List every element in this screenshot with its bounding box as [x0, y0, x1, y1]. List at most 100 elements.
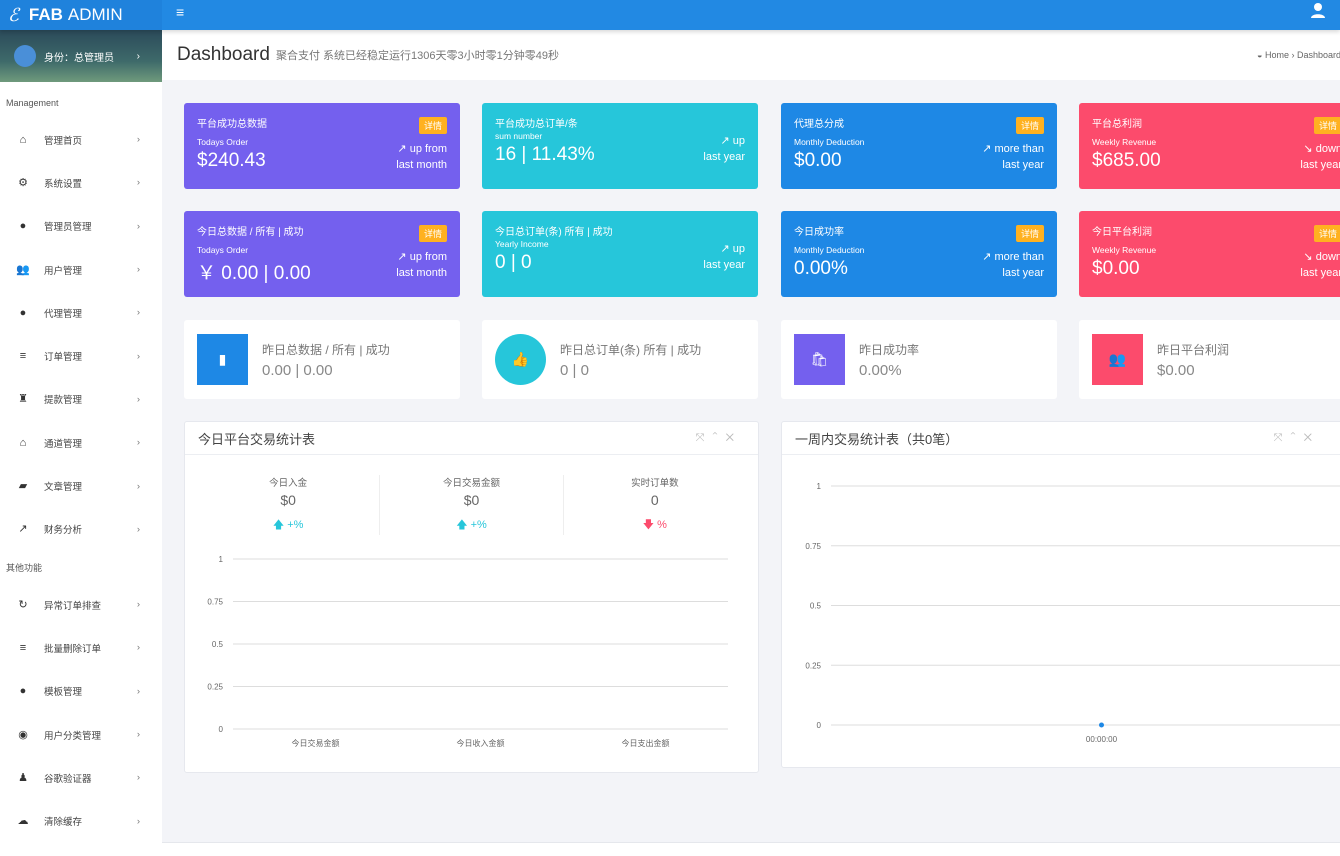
sidebar-item[interactable]: ☁ 清除缓存 ›	[0, 799, 162, 842]
details-badge[interactable]: 详情	[1015, 117, 1044, 134]
trend-period: last year	[703, 259, 745, 271]
sidebar-item-label: 异常订单排查	[44, 600, 102, 612]
yesterday-card: 👍 昨日总订单(条) 所有 | 成功 0 | 0	[482, 320, 758, 399]
user-icon: ♟	[18, 771, 28, 784]
sidebar-item[interactable]: ● 管理员管理 ›	[0, 205, 162, 248]
details-badge[interactable]: 详情	[418, 225, 447, 242]
sidebar-item-label: 用户分类管理	[44, 730, 102, 742]
sidebar-item[interactable]: ⌂ 管理首页 ›	[0, 118, 162, 161]
y-tick-label: 1	[817, 482, 822, 491]
user-circle-icon: ●	[19, 220, 27, 233]
stat-label: 今日交易金额	[442, 478, 500, 489]
trend-text: more than	[994, 251, 1044, 263]
sidebar-item-label: 通道管理	[44, 438, 83, 450]
sidebar-item[interactable]: ▰ 文章管理 ›	[0, 464, 162, 507]
stat-label: 实时订单数	[631, 478, 679, 489]
card-value: $0.00	[1092, 258, 1140, 279]
details-badge[interactable]: 详情	[1313, 225, 1340, 242]
sidebar-item[interactable]: ≡ 批量删除订单 ›	[0, 626, 162, 669]
bank-icon: ⌂	[19, 436, 27, 449]
profile-panel[interactable]: 身份：总管理员 ›	[0, 30, 162, 82]
sidebar-item[interactable]: ⌂ 通道管理 ›	[0, 421, 162, 464]
stat-card: 平台成功总数据 Todays Order $240.43 详情 ↗ up from las…	[184, 103, 460, 189]
trend-period: last year	[1300, 267, 1340, 279]
close-icon[interactable]: ✕	[1303, 431, 1320, 444]
card-value: $0.00	[794, 150, 842, 171]
details-badge[interactable]: 详情	[1015, 225, 1044, 242]
card-title: 平台成功总订单/条	[495, 119, 578, 130]
breadcrumb-home[interactable]: Home	[1264, 50, 1289, 60]
card-title: 今日总数据 / 所有 | 成功	[197, 227, 304, 238]
sidebar-item[interactable]: ♟ 谷歌验证器 ›	[0, 756, 162, 799]
stat-card: 平台总利润 Weekly Revenue $685.00 详情 ↘ down last y…	[1079, 103, 1340, 189]
card-title: 今日成功率	[794, 227, 844, 238]
section-other: 其他功能	[6, 562, 43, 573]
mini-label: 昨日总数据 / 所有 | 成功	[262, 342, 390, 357]
details-badge[interactable]: 详情	[1313, 117, 1340, 134]
card-title: 平台成功总数据	[197, 119, 267, 130]
sidebar-item[interactable]: ≡ 订单管理 ›	[0, 334, 162, 377]
user-circle-icon: ●	[19, 306, 27, 319]
sidebar-item[interactable]: 👥 用户管理 ›	[0, 248, 162, 291]
stat-card: 今日总订单(条) 所有 | 成功 Yearly Income 0 | 0 ↗ up la…	[482, 211, 758, 297]
sidebar-item-label: 财务分析	[44, 525, 83, 537]
sidebar-item[interactable]: ↻ 异常订单排查 ›	[0, 583, 162, 626]
logo-icon: ℰ	[8, 4, 19, 25]
collapse-icon[interactable]: ⌃	[712, 431, 726, 444]
mini-label: 昨日成功率	[859, 342, 920, 357]
expand-icon[interactable]: ⤧	[695, 431, 713, 444]
stat-card: 今日成功率 Monthly Deduction 0.00% 详情 ↗ more than…	[781, 211, 1057, 297]
trend-text: up from	[409, 143, 447, 155]
top-bar: ℰ FAB ADMIN ≡	[0, 0, 1340, 30]
user-account-icon[interactable]	[1310, 2, 1326, 18]
menu-toggle-icon[interactable]: ≡	[176, 4, 185, 20]
arrow-down-icon: 🡇	[642, 519, 658, 531]
details-badge[interactable]: 详情	[418, 117, 447, 134]
yesterday-card: 👥 昨日平台利润 $0.00	[1079, 320, 1340, 399]
x-tick-label: 00:00:00	[1086, 735, 1118, 744]
trend-period: last year	[1002, 267, 1044, 279]
sidebar-item[interactable]: ● 代理管理 ›	[0, 291, 162, 334]
sidebar-item[interactable]: ◉ 用户分类管理 ›	[0, 713, 162, 756]
yesterday-card: ▮ 昨日总数据 / 所有 | 成功 0.00 | 0.00	[184, 320, 460, 399]
chevron-right-icon: ›	[136, 393, 140, 405]
trend-period: last year	[1300, 159, 1340, 171]
cloud-icon: ☁	[17, 815, 29, 828]
card-value: 0.00%	[794, 258, 848, 279]
trend-text: down	[1315, 143, 1340, 155]
brand-logo[interactable]: ℰ FAB ADMIN	[0, 0, 162, 30]
card-value: 16 | 11.43%	[495, 144, 595, 165]
chevron-right-icon: ›	[136, 350, 140, 362]
card-value: $240.43	[197, 150, 266, 171]
close-icon[interactable]: ✕	[725, 431, 742, 444]
sidebar-item[interactable]: ↗ 财务分析 ›	[0, 508, 162, 551]
trending-up-icon: ↗	[982, 143, 995, 155]
today-stat: 今日交易金额 $0 🡅 +%	[380, 475, 564, 535]
trending-down-icon: ↘	[1303, 143, 1316, 155]
expand-icon[interactable]: ⤧	[1273, 431, 1291, 444]
data-point[interactable]	[1099, 722, 1104, 728]
week-stats-panel: 一周内交易统计表（共0笔） ⤧⌃✕ 0 0.25 0.5 0.75 1 00:00:00	[781, 421, 1340, 768]
panel-title: 今日平台交易统计表	[198, 431, 316, 447]
sidebar-item[interactable]: ● 模板管理 ›	[0, 670, 162, 713]
trend-period: last month	[396, 267, 447, 279]
mini-value: 0 | 0	[560, 361, 589, 379]
chevron-right-icon: ›	[136, 729, 140, 740]
shopping-bag-icon: 🛍	[794, 334, 845, 385]
card-trend: ↗ up last year	[703, 241, 745, 273]
breadcrumb: ◒ Home › Dashboard	[1257, 50, 1340, 60]
stat-card: 今日平台利润 Weekly Revenue $0.00 详情 ↘ down last ye…	[1079, 211, 1340, 297]
mini-value: 0.00 | 0.00	[262, 361, 333, 379]
sidebar-item[interactable]: ♜ 提款管理 ›	[0, 378, 162, 421]
card-trend: ↗ up from last month	[396, 249, 447, 281]
sidebar-item[interactable]: ⚙ 系统设置 ›	[0, 161, 162, 204]
card-trend: ↗ up last year	[703, 133, 745, 165]
collapse-icon[interactable]: ⌃	[1290, 431, 1304, 444]
sidebar-item-label: 文章管理	[44, 482, 83, 494]
stat-card: 代理总分成 Monthly Deduction $0.00 详情 ↗ more than…	[781, 103, 1057, 189]
stat-card: 今日总数据 / 所有 | 成功 Todays Order ￥ 0.00 | 0.00…	[184, 211, 460, 297]
y-tick-label: 0.25	[207, 683, 223, 692]
trend-period: last month	[396, 159, 447, 171]
section-management: Management	[6, 98, 59, 108]
today-stats-panel: 今日平台交易统计表 ⤧⌃✕ 今日入金 $0 🡅 +% 今日交易金额 $0 🡅 +% 实时订单…	[184, 421, 759, 773]
